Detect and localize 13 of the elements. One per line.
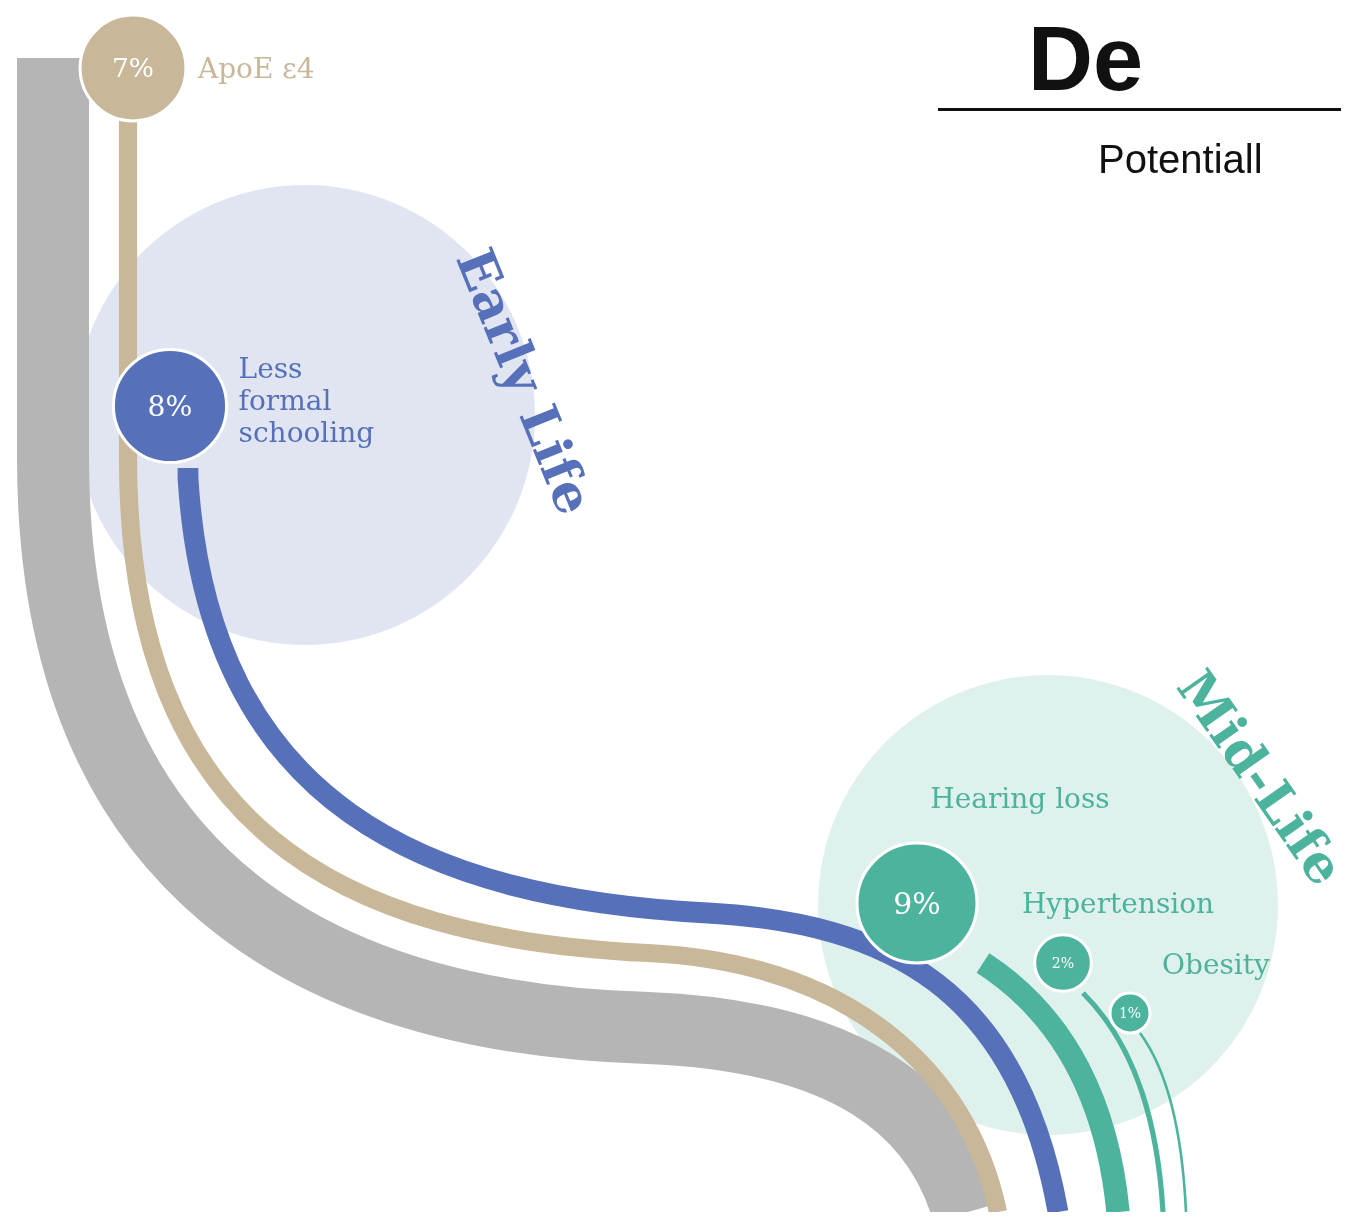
data-label: 1%	[1118, 1004, 1142, 1021]
text: De	[1028, 9, 1144, 109]
category-label: Hypertension	[1021, 887, 1215, 920]
data-label: 2%	[1051, 954, 1075, 971]
category-label: Hearing loss	[930, 782, 1110, 815]
text: Potentiall	[1098, 137, 1263, 181]
data-label: 9%	[893, 885, 941, 921]
category-label: ApoE ε4	[196, 52, 315, 85]
category-label: Obesity	[1162, 948, 1271, 981]
data-label: 7%	[112, 52, 154, 84]
data-label: 8%	[147, 389, 193, 423]
category-label: Less formal schooling	[238, 352, 375, 449]
text: Early Life	[444, 239, 606, 523]
